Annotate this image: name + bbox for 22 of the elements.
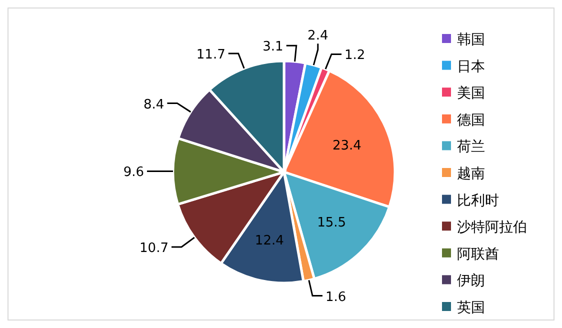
legend-label: 沙特阿拉伯 — [457, 220, 527, 236]
legend-label: 荷兰 — [457, 139, 485, 156]
data-label: 10.7 — [140, 240, 168, 256]
data-label: 15.5 — [317, 216, 346, 231]
legend-label: 美国 — [457, 86, 485, 102]
data-label: 9.6 — [123, 165, 144, 180]
data-label: 11.7 — [196, 47, 226, 62]
data-label: 1.6 — [325, 290, 346, 305]
data-label: 12.4 — [254, 233, 284, 248]
data-label: 3.1 — [262, 40, 284, 55]
legend-label: 英国 — [457, 300, 485, 316]
legend-label: 日本 — [457, 58, 485, 75]
legend-label: 伊朗 — [457, 273, 485, 290]
data-label: 1.2 — [344, 48, 366, 64]
legend-label: 比利时 — [457, 192, 499, 209]
data-label: 8.4 — [144, 97, 164, 112]
legend-label: 韩国 — [457, 32, 485, 48]
legend-label: 阿联酋 — [457, 246, 499, 262]
data-label: 23.4 — [332, 138, 362, 154]
data-label: 2.4 — [308, 28, 328, 44]
legend-label: 越南 — [457, 166, 485, 182]
legend-label: 德国 — [457, 112, 485, 128]
